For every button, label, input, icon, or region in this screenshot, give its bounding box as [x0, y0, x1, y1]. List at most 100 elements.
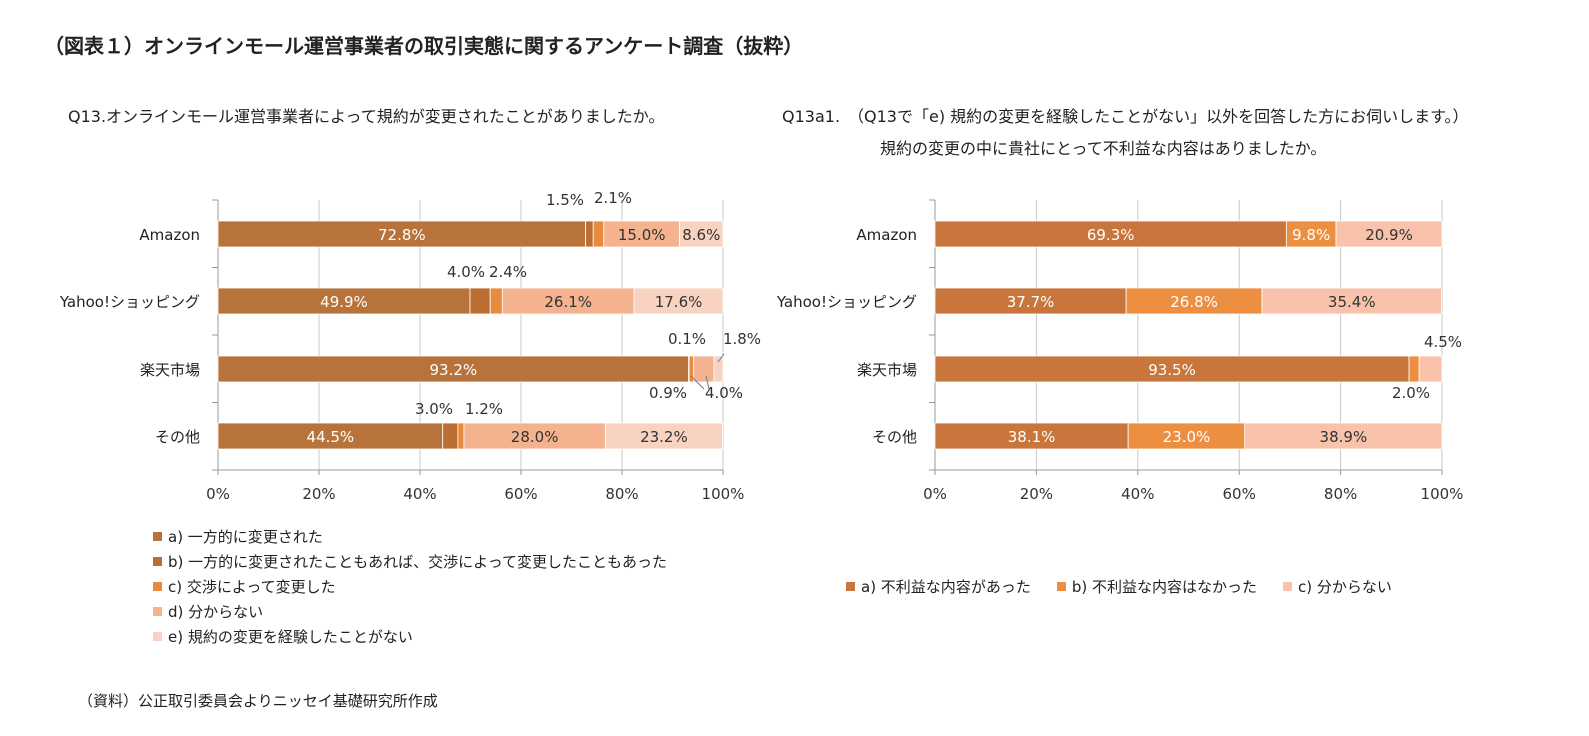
- chart2-bar-segment: [1418, 355, 1443, 383]
- chart1-data-label: 49.9%: [320, 293, 368, 311]
- chart1-legend-swatch: [153, 557, 162, 566]
- chart1-data-label: 4.0%: [705, 384, 743, 402]
- chart1-legend-label: e) 規約の変更を経験したことがない: [168, 628, 413, 646]
- chart1-x-tick-label: 40%: [403, 485, 436, 503]
- chart1-data-label: 93.2%: [430, 361, 478, 379]
- chart2-data-label: 23.0%: [1163, 428, 1211, 446]
- chart1-bar-segment: [217, 287, 471, 315]
- chart2-data-label: 35.4%: [1328, 293, 1376, 311]
- chart2-legend-swatch: [1056, 582, 1066, 591]
- chart2-category-label: その他: [872, 428, 917, 446]
- chart2-data-label: 26.8%: [1170, 293, 1218, 311]
- chart1-legend-swatch: [153, 607, 162, 616]
- chart1-legend-item: d) 分からない: [153, 599, 667, 624]
- chart2-data-label: 69.3%: [1087, 226, 1135, 244]
- chart2-bar-segment: [1125, 287, 1263, 315]
- chart2-x-tick-label: 100%: [1421, 485, 1464, 503]
- chart1-legend: a) 一方的に変更された b) 一方的に変更されたこともあれば、交渉によって変更し…: [153, 524, 667, 649]
- chart2-bar-segment: [1335, 220, 1443, 248]
- chart2-x-tick-label: 20%: [1020, 485, 1053, 503]
- chart2-bar-segment: [1244, 422, 1443, 450]
- chart1-legend-item: e) 規約の変更を経験したことがない: [153, 624, 667, 649]
- chart1-data-label: 0.9%: [649, 384, 687, 402]
- chart2-legend: a) 不利益な内容があった b) 不利益な内容はなかった c) 分からない: [846, 576, 1392, 597]
- chart2-bar-segment: [934, 422, 1129, 450]
- chart2-question-line1: Q13a1. （Q13で「e) 規約の変更を経験したことがない」以外を回答した方…: [782, 107, 1469, 126]
- chart1-leader-line: [690, 375, 705, 390]
- chart1-data-label: 0.1%: [668, 330, 706, 348]
- chart1-data-label: 2.1%: [594, 189, 632, 207]
- chart1-x-tick-label: 20%: [302, 485, 335, 503]
- chart2-data-label: 20.9%: [1365, 226, 1413, 244]
- chart2-stacked-bar: 0% 20% 40% 60% 80% 100% Amazon 69.3% 9.8% 20.9% Ya…: [776, 199, 1464, 503]
- chart2-x-tick-label: 60%: [1223, 485, 1256, 503]
- chart1-x-tick-label: 60%: [504, 485, 537, 503]
- chart2-legend-label: b) 不利益な内容はなかった: [1071, 578, 1257, 596]
- chart1-legend-item: b) 一方的に変更されたこともあれば、交渉によって変更したこともあった: [153, 549, 667, 574]
- chart1-bar-segment: [501, 287, 635, 315]
- chart1-legend-swatch: [153, 532, 162, 541]
- chart1-bar-segment: [713, 355, 724, 383]
- chart1-data-label: 3.0%: [415, 400, 453, 418]
- chart2-legend-swatch: [1282, 582, 1292, 591]
- chart1-data-label: 28.0%: [511, 428, 559, 446]
- chart1-bar-segment: [217, 422, 444, 450]
- chart2-legend-item: b) 不利益な内容はなかった: [1056, 576, 1257, 597]
- chart1-category-label: Yahoo!ショッピング: [59, 293, 200, 311]
- chart2-bar-segment: [1127, 422, 1246, 450]
- chart1-legend-item: c) 交渉によって変更した: [153, 574, 667, 599]
- chart1-data-label: 4.0%: [447, 263, 485, 281]
- chart2-bar-segment: [1285, 220, 1337, 248]
- chart1-question: Q13.オンラインモール運営事業者によって規約が変更されたことがありましたか。: [68, 107, 665, 126]
- figure-title: （図表１）オンラインモール運営事業者の取引実態に関するアンケート調査（抜粋）: [44, 34, 804, 58]
- chart2-question-line2: 規約の変更の中に貴社にとって不利益な内容はありましたか。: [880, 139, 1327, 158]
- chart1-leader-line: [717, 353, 725, 363]
- chart1-data-label: 2.4%: [489, 263, 527, 281]
- chart2-category-label: 楽天市場: [857, 361, 917, 379]
- chart1-bar-segment: [679, 220, 724, 248]
- chart2-data-label: 2.0%: [1392, 384, 1430, 402]
- chart1-data-label: 23.2%: [640, 428, 688, 446]
- chart1-legend-label: a) 一方的に変更された: [168, 528, 323, 546]
- chart1-legend-label: b) 一方的に変更されたこともあれば、交渉によって変更したこともあった: [168, 553, 667, 571]
- chart2-legend-swatch: [846, 582, 855, 591]
- chart2-category-label: Amazon: [856, 226, 917, 244]
- chart1-bar-segment: [603, 220, 680, 248]
- chart1-x-tick-label: 80%: [605, 485, 638, 503]
- chart1-bar-segment: [633, 287, 724, 315]
- chart2-bar-segment: [1408, 355, 1420, 383]
- chart1-data-label: 1.8%: [723, 330, 761, 348]
- chart1-x-tick-label: 100%: [702, 485, 745, 503]
- chart2-data-label: 37.7%: [1007, 293, 1055, 311]
- chart1-leader-line: [705, 375, 710, 390]
- chart1-stacked-bar: 0% 20% 40% 60% 80% 100% Amazon 72.8% 1.5% 2.1% 15.…: [59, 189, 761, 503]
- chart2-bar-segment: [934, 355, 1410, 383]
- chart1-legend-swatch: [153, 582, 162, 591]
- chart2-bar-segment: [934, 220, 1287, 248]
- chart2-data-label: 4.5%: [1424, 333, 1462, 351]
- chart2-data-label: 38.1%: [1008, 428, 1056, 446]
- chart2-legend-item: a) 不利益な内容があった: [846, 576, 1031, 597]
- chart2-x-tick-label: 80%: [1324, 485, 1357, 503]
- chart1-bar-segment: [604, 422, 723, 450]
- chart1-bar-segment: [463, 422, 606, 450]
- chart2-legend-label: a) 不利益な内容があった: [861, 578, 1031, 596]
- source-note: （資料）公正取引委員会よりニッセイ基礎研究所作成: [78, 692, 438, 710]
- chart1-x-tick-label: 0%: [206, 485, 230, 503]
- chart1-legend-item: a) 一方的に変更された: [153, 524, 667, 549]
- chart1-bar-segment: [217, 220, 587, 248]
- chart2-legend-label: c) 分からない: [1297, 578, 1392, 596]
- chart1-category-label: その他: [155, 428, 200, 446]
- chart1-category-label: Amazon: [139, 226, 200, 244]
- chart1-legend-label: d) 分からない: [168, 603, 264, 621]
- chart2-x-tick-label: 40%: [1121, 485, 1154, 503]
- chart1-legend-swatch: [153, 632, 162, 641]
- chart1-data-label: 72.8%: [378, 226, 426, 244]
- chart1-category-label: 楽天市場: [140, 361, 200, 379]
- chart1-data-label: 26.1%: [544, 293, 592, 311]
- chart2-legend-item: c) 分からない: [1282, 576, 1392, 597]
- chart2-x-tick-label: 0%: [923, 485, 947, 503]
- chart1-bar-segment: [217, 355, 690, 383]
- chart1-data-label: 15.0%: [618, 226, 666, 244]
- chart1-data-label: 1.2%: [465, 400, 503, 418]
